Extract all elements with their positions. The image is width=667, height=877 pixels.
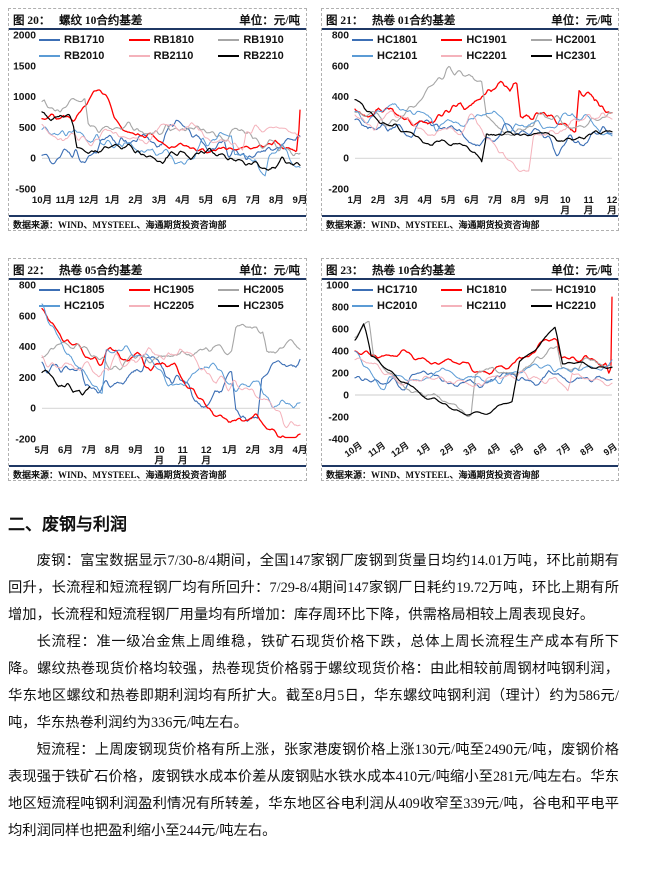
svg-text:1月: 1月 [222, 445, 237, 456]
svg-text:12月: 12月 [79, 195, 99, 206]
svg-text:-400: -400 [328, 435, 349, 446]
svg-text:-200: -200 [328, 413, 349, 424]
svg-text:10月: 10月 [32, 195, 52, 206]
svg-text:7月: 7月 [246, 195, 261, 206]
svg-text:8月: 8月 [511, 195, 526, 206]
svg-text:11: 11 [178, 445, 189, 456]
svg-text:9月: 9月 [128, 445, 143, 456]
svg-text:800: 800 [332, 31, 349, 42]
svg-text:5月: 5月 [441, 195, 456, 206]
svg-text:200: 200 [332, 369, 349, 380]
svg-text:2000: 2000 [13, 31, 36, 42]
svg-text:11月: 11月 [366, 440, 387, 459]
svg-text:1000: 1000 [326, 281, 349, 292]
svg-text:4月: 4月 [485, 441, 502, 457]
svg-text:0: 0 [343, 154, 349, 165]
svg-text:10: 10 [560, 195, 571, 206]
svg-text:1月: 1月 [348, 195, 363, 206]
svg-text:600: 600 [332, 61, 349, 72]
svg-text:600: 600 [19, 311, 36, 322]
svg-text:200: 200 [19, 373, 36, 384]
svg-text:0: 0 [30, 404, 36, 415]
svg-text:-200: -200 [328, 185, 349, 196]
svg-text:3月: 3月 [269, 445, 284, 456]
svg-text:1月: 1月 [105, 195, 120, 206]
svg-text:3月: 3月 [394, 195, 409, 206]
svg-text:1500: 1500 [13, 61, 36, 72]
svg-text:5月: 5月 [199, 195, 214, 206]
svg-text:800: 800 [332, 303, 349, 314]
svg-text:12: 12 [201, 445, 212, 456]
svg-text:3月: 3月 [152, 195, 167, 206]
svg-text:7月: 7月 [81, 445, 96, 456]
svg-text:2月: 2月 [371, 195, 386, 206]
svg-text:400: 400 [332, 347, 349, 358]
svg-text:1000: 1000 [13, 92, 36, 103]
svg-text:400: 400 [332, 92, 349, 103]
svg-text:11: 11 [584, 195, 595, 206]
svg-text:8月: 8月 [105, 445, 120, 456]
svg-text:9月: 9月 [534, 195, 549, 206]
svg-text:9月: 9月 [602, 441, 619, 457]
svg-text:6月: 6月 [464, 195, 479, 206]
svg-text:2月: 2月 [438, 441, 455, 457]
svg-text:0: 0 [30, 154, 36, 165]
svg-text:6月: 6月 [58, 445, 73, 456]
svg-text:600: 600 [332, 325, 349, 336]
svg-text:1月: 1月 [415, 441, 432, 457]
svg-text:500: 500 [19, 123, 36, 134]
svg-text:5月: 5月 [508, 441, 525, 457]
svg-text:4月: 4月 [418, 195, 433, 206]
svg-text:12月: 12月 [389, 440, 410, 459]
svg-text:7月: 7月 [555, 441, 572, 457]
svg-text:8月: 8月 [578, 441, 595, 457]
svg-text:5月: 5月 [35, 445, 50, 456]
svg-text:-500: -500 [15, 185, 36, 196]
svg-text:9月: 9月 [293, 195, 308, 206]
svg-text:8月: 8月 [269, 195, 284, 206]
svg-text:3月: 3月 [461, 441, 478, 457]
svg-text:6月: 6月 [532, 441, 549, 457]
svg-text:800: 800 [19, 281, 36, 292]
svg-text:2月: 2月 [246, 445, 261, 456]
svg-text:4月: 4月 [175, 195, 190, 206]
svg-text:10: 10 [154, 445, 165, 456]
svg-text:0: 0 [343, 391, 349, 402]
svg-text:400: 400 [19, 342, 36, 353]
svg-text:200: 200 [332, 123, 349, 134]
svg-text:-200: -200 [15, 435, 36, 446]
svg-text:2月: 2月 [128, 195, 143, 206]
svg-text:4月: 4月 [293, 445, 308, 456]
svg-text:11月: 11月 [56, 195, 76, 206]
svg-text:7月: 7月 [488, 195, 503, 206]
svg-text:6月: 6月 [222, 195, 237, 206]
svg-text:12: 12 [607, 195, 618, 206]
